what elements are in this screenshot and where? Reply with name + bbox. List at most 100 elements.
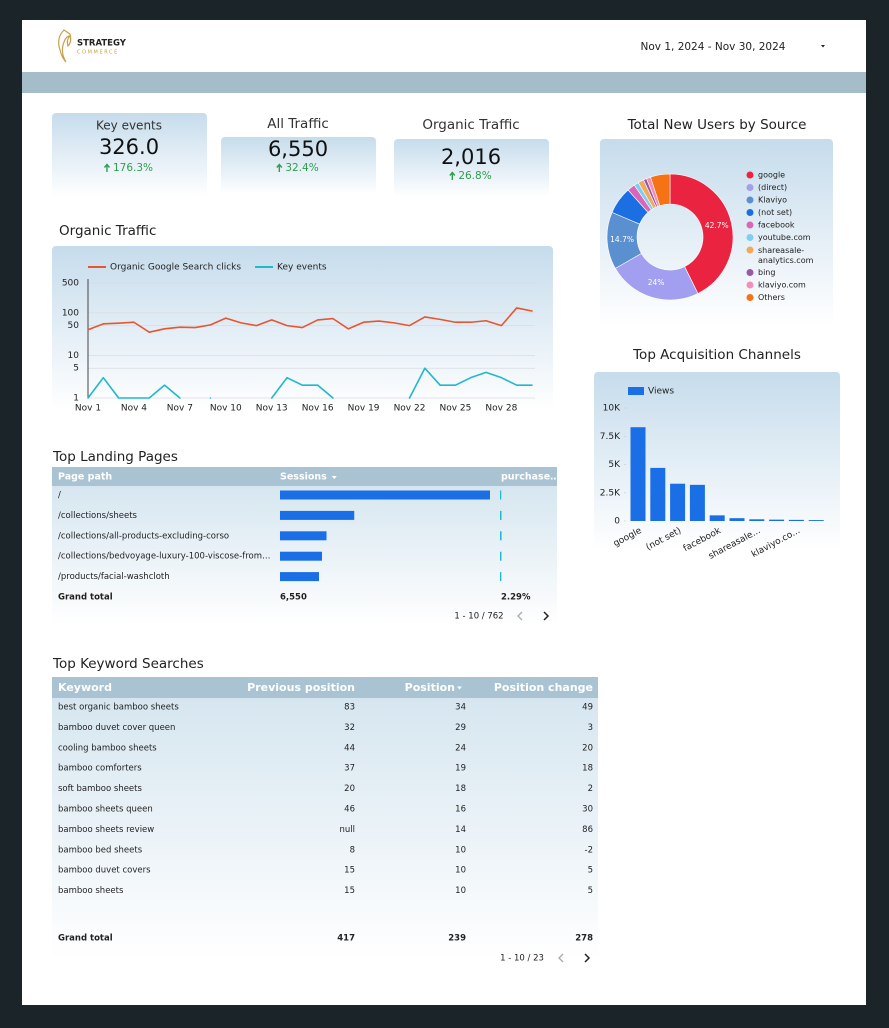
bar <box>709 515 725 521</box>
header-bar <box>22 72 866 93</box>
table-cell: 15 <box>344 886 355 896</box>
table-cell: 34 <box>455 703 466 713</box>
date-dropdown-icon[interactable] <box>821 45 825 48</box>
table-cell: 5 <box>588 866 593 876</box>
legend-label: shareasale-analytics.com <box>758 246 814 265</box>
kpi-up-arrow <box>449 171 456 180</box>
y-tick-label: 10K <box>603 404 621 414</box>
table-cell: bamboo comforters <box>58 764 142 774</box>
prev-page[interactable] <box>517 611 523 621</box>
table-cell: 14 <box>455 825 466 835</box>
slice-label: 24% <box>648 278 665 287</box>
y-tick-label: 10 <box>68 351 80 361</box>
next-page[interactable] <box>543 611 550 621</box>
section-title: Top Landing Pages <box>52 449 178 465</box>
column-header: Keyword <box>58 681 112 694</box>
logo-icon <box>58 29 72 63</box>
legend-swatch <box>746 234 754 241</box>
purchase-bar <box>500 551 502 561</box>
kpi-value: 2,016 <box>441 145 501 169</box>
table-cell: 30 <box>582 805 593 815</box>
table-cell: 46 <box>344 805 355 815</box>
legend-label: Klaviyo <box>758 196 787 205</box>
table-cell: best organic bamboo sheets <box>58 703 179 713</box>
y-tick-label: 2.5K <box>600 488 621 498</box>
kpi-card <box>221 137 376 195</box>
table-cell: /products/facial-washcloth <box>58 572 170 582</box>
pagination: 1 - 10 / 762 <box>454 612 503 622</box>
table-cell: soft bamboo sheets <box>58 784 142 794</box>
next-page[interactable] <box>584 953 591 963</box>
x-tick-label: Nov 4 <box>121 404 147 414</box>
table-cell: 3 <box>588 723 593 733</box>
bar <box>788 519 804 521</box>
logo-text: STRATEGY <box>77 39 127 49</box>
date-range[interactable]: Nov 1, 2024 - Nov 30, 2024 <box>641 41 786 53</box>
table-cell: 5 <box>588 886 593 896</box>
table-cell: 10 <box>455 886 466 896</box>
legend-label: Organic Google Search clicks <box>110 263 241 273</box>
x-tick-label: Nov 16 <box>302 404 334 414</box>
table-cell: 49 <box>582 703 593 713</box>
table-cell: 16 <box>455 805 466 815</box>
purchase-bar <box>500 531 502 541</box>
x-tick-label: Nov 19 <box>348 404 380 414</box>
kpi-value: 6,550 <box>268 137 328 161</box>
y-tick-label: 7.5K <box>600 432 621 442</box>
total-cell: 278 <box>575 934 593 944</box>
session-bar <box>280 490 490 500</box>
column-header: Position change <box>494 681 593 694</box>
table-cell: 19 <box>455 764 466 774</box>
y-tick-label: 1 <box>73 394 79 404</box>
legend-swatch <box>746 209 754 216</box>
logo-subtext: COMMERCE <box>77 50 119 56</box>
column-header: Page path <box>58 472 112 483</box>
x-tick-label: Nov 10 <box>210 404 242 414</box>
bar <box>729 518 745 521</box>
kpi-change: 32.4% <box>285 162 318 174</box>
table-cell: 20 <box>582 743 593 753</box>
column-header: Position <box>405 681 455 694</box>
bar <box>689 484 705 521</box>
table-header <box>52 467 557 486</box>
legend-label: Key events <box>277 263 327 273</box>
kpi-change: 176.3% <box>113 162 153 174</box>
kpi-card <box>52 113 207 197</box>
table-cell: 10 <box>455 845 466 855</box>
x-tick-label: Nov 7 <box>167 404 193 414</box>
sort-icon <box>331 476 337 479</box>
bar <box>769 519 785 521</box>
legend-swatch <box>746 171 754 179</box>
y-tick-label: 5K <box>608 460 621 470</box>
chart-title: Top Acquisition Channels <box>632 347 801 363</box>
chart-title: Organic Traffic <box>59 223 156 239</box>
table-cell: /collections/bedvoyage-luxury-100-viscos… <box>58 552 271 562</box>
table-cell: 37 <box>344 764 355 774</box>
table-cell: / <box>58 491 61 501</box>
table-cell: bamboo sheets queen <box>58 805 153 815</box>
x-tick-label: Nov 22 <box>394 404 426 414</box>
column-header: purchase… <box>501 472 560 483</box>
table-header <box>52 677 598 698</box>
section-title: Top Keyword Searches <box>52 656 204 672</box>
slice-label: 14.7% <box>610 235 634 244</box>
y-tick-label: 100 <box>62 308 79 318</box>
legend-label: klaviyo.com <box>758 281 806 290</box>
table-cell: bamboo sheets review <box>58 825 154 835</box>
table-cell: null <box>340 825 356 835</box>
table-cell: /collections/all-products-excluding-cors… <box>58 531 229 541</box>
table-cell: 83 <box>344 703 355 713</box>
kpi-label: All Traffic <box>267 116 329 132</box>
kpi-label: Key events <box>96 119 162 133</box>
x-tick-label: Nov 25 <box>440 404 472 414</box>
purchase-bar <box>500 510 502 520</box>
table-cell: 86 <box>582 825 593 835</box>
table-cell: bamboo bed sheets <box>58 845 143 855</box>
prev-page[interactable] <box>558 953 564 963</box>
session-bar <box>280 510 355 520</box>
legend-swatch <box>628 387 644 395</box>
table-cell: 18 <box>582 764 593 774</box>
table-cell: 8 <box>350 845 355 855</box>
slice-label: 42.7% <box>705 221 729 230</box>
bar <box>630 427 646 521</box>
